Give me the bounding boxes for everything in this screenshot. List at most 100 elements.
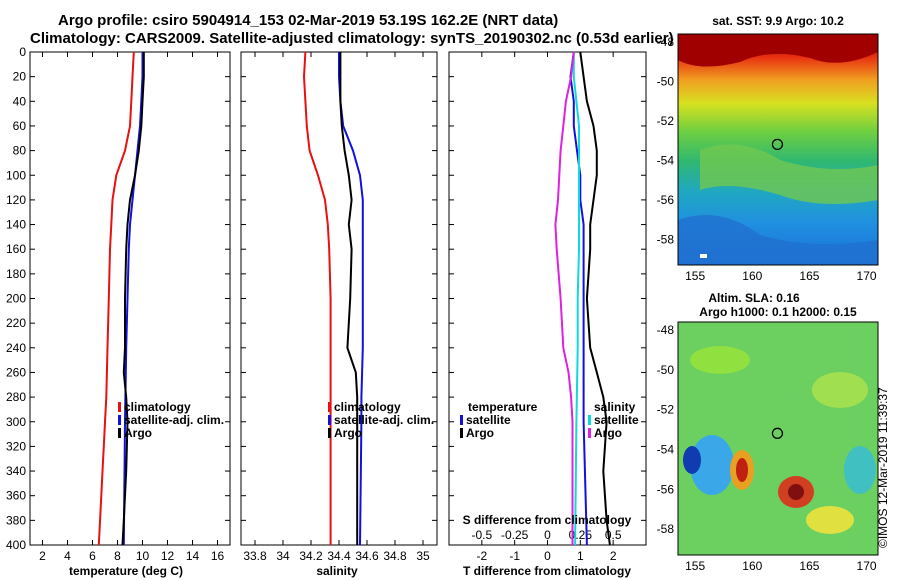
map-y-tick-label: -52 xyxy=(657,403,675,417)
legend-swatch-argo xyxy=(118,428,121,438)
sst-map-axes: 155 160 165 170 -48 -50 -52 -54 -56 -58 xyxy=(657,35,877,283)
map-x-tick-label: 170 xyxy=(857,559,877,573)
legend-swatch-satellite xyxy=(118,415,121,425)
sla-eddy-low-2 xyxy=(844,446,876,494)
x-tick-label: 8 xyxy=(114,549,121,563)
map-y-tick-label: -54 xyxy=(657,153,675,167)
chart-title-line2: Climatology: CARS2009. Satellite-adjuste… xyxy=(30,30,674,47)
map-y-tick-label: -48 xyxy=(657,323,675,337)
x-tick-label: 6 xyxy=(89,549,96,563)
legend-swatch-s-satellite xyxy=(588,415,591,425)
legend-label-climatology: climatology xyxy=(124,400,191,414)
x-tick-label: 4 xyxy=(64,549,71,563)
legend-label-s-argo: Argo xyxy=(594,426,622,440)
y-tick-label: 20 xyxy=(13,70,27,84)
sla-map-axes: 155 160 165 170 -48 -50 -52 -54 -56 -58 xyxy=(657,323,877,573)
temperature-series-argo xyxy=(121,52,145,546)
legend-swatch-t-argo xyxy=(460,428,463,438)
x-tick-label: 2 xyxy=(610,549,617,563)
temperature-series-climatology xyxy=(97,51,135,546)
legend-label-s-satellite: satellite xyxy=(594,413,639,427)
difference-frame xyxy=(448,51,647,546)
legend-swatch-t-satellite xyxy=(460,415,463,425)
difference-xlabel2: S difference from climatology xyxy=(463,513,632,527)
x-tick-label: 33.8 xyxy=(243,549,267,563)
x2-tick-label: -0.5 xyxy=(471,528,492,542)
y-tick-label: 300 xyxy=(6,415,26,429)
difference-xlabel: T difference from climatology xyxy=(463,564,631,578)
map-y-tick-label: -58 xyxy=(657,232,675,246)
x-tick-label: 34.6 xyxy=(355,549,379,563)
map-y-tick-label: -58 xyxy=(657,522,675,536)
sla-map-frame xyxy=(677,321,879,556)
temperature-legend: climatology satellite-adj. clim. Argo xyxy=(118,400,224,440)
difference-series-temperature-satellite xyxy=(569,51,588,546)
sla-patch-2 xyxy=(812,372,868,408)
sla-patch-3 xyxy=(806,506,854,534)
sla-map xyxy=(677,321,879,556)
chart-title-line1: Argo profile: csiro 5904914_153 02-Mar-2… xyxy=(58,12,559,29)
x2-tick-label: 0 xyxy=(544,528,551,542)
y-tick-label: 160 xyxy=(6,242,26,256)
legend-swatch-climatology xyxy=(118,402,121,412)
x-tick-label: 1 xyxy=(577,549,584,563)
legend-label-argo: Argo xyxy=(124,426,152,440)
x-tick-label: 0 xyxy=(544,549,551,563)
y-tick-label: 220 xyxy=(6,316,26,330)
x2-tick-label: -0.25 xyxy=(501,528,529,542)
map-y-tick-label: -54 xyxy=(657,442,675,456)
y-tick-label: 260 xyxy=(6,365,26,379)
y-tick-label: 200 xyxy=(6,292,26,306)
y-tick-label: 340 xyxy=(6,464,26,478)
legend-swatch-climatology xyxy=(328,402,331,412)
map-x-tick-label: 160 xyxy=(742,559,762,573)
legend-label-climatology: climatology xyxy=(334,400,401,414)
map-y-tick-label: -50 xyxy=(657,363,675,377)
x-tick-label: 2 xyxy=(39,549,46,563)
sla-map-subtitle: Argo h1000: 0.1 h2000: 0.15 xyxy=(699,305,857,319)
map-x-tick-label: 155 xyxy=(685,269,705,283)
map-y-tick-label: -56 xyxy=(657,482,675,496)
x-tick-label: 35 xyxy=(416,549,430,563)
sla-patch-1 xyxy=(690,346,750,374)
sst-warm-patch xyxy=(678,34,878,67)
map-x-tick-label: 165 xyxy=(799,559,819,573)
legend-label-t-argo: Argo xyxy=(466,426,494,440)
y-tick-label: 320 xyxy=(6,439,26,453)
sst-front xyxy=(700,144,878,204)
imos-watermark: ©IMOS 12-Mar-2019 11:39:37 xyxy=(876,387,890,548)
x-tick-label: 34.8 xyxy=(383,549,407,563)
x-tick-label: -2 xyxy=(476,549,487,563)
sst-cold-patch xyxy=(678,215,878,265)
map-y-tick-label: -50 xyxy=(657,74,675,88)
y-tick-label: 120 xyxy=(6,193,26,207)
map-x-tick-label: 155 xyxy=(685,559,705,573)
sla-map-title: Altim. SLA: 0.16 xyxy=(708,291,800,305)
sla-eddy-high-2-core xyxy=(788,484,804,500)
map-y-tick-label: -56 xyxy=(657,193,675,207)
y-tick-label: 380 xyxy=(6,513,26,527)
legend-swatch-argo xyxy=(328,428,331,438)
x-tick-label: 34.4 xyxy=(327,549,351,563)
y-tick-label: 240 xyxy=(6,341,26,355)
y-tick-label: 0 xyxy=(19,45,26,59)
salinity-panel: 33.8 34 34.2 34.4 34.6 34.8 35 xyxy=(240,51,438,563)
salinity-xlabel: salinity xyxy=(316,564,358,578)
map-x-tick-label: 160 xyxy=(742,269,762,283)
map-x-tick-label: 165 xyxy=(799,269,819,283)
y-tick-label: 360 xyxy=(6,489,26,503)
sla-eddy-high-core xyxy=(736,458,748,482)
y-tick-label: 140 xyxy=(6,218,26,232)
legend-label-satellite: satellite-adj. clim. xyxy=(124,413,224,427)
sst-argo-marker xyxy=(771,138,784,151)
map-x-tick-label: 170 xyxy=(857,269,877,283)
temperature-frame xyxy=(29,51,231,546)
legend-swatch-satellite xyxy=(328,415,331,425)
x-tick-label: 34 xyxy=(276,549,290,563)
x-tick-label: 10 xyxy=(136,549,150,563)
y-tick-label: 40 xyxy=(13,94,27,108)
y-tick-label: 280 xyxy=(6,390,26,404)
sla-eddy-low-1 xyxy=(690,435,734,495)
difference-series-salinity-argo xyxy=(554,51,575,545)
difference-series-salinity-satellite xyxy=(572,52,580,546)
